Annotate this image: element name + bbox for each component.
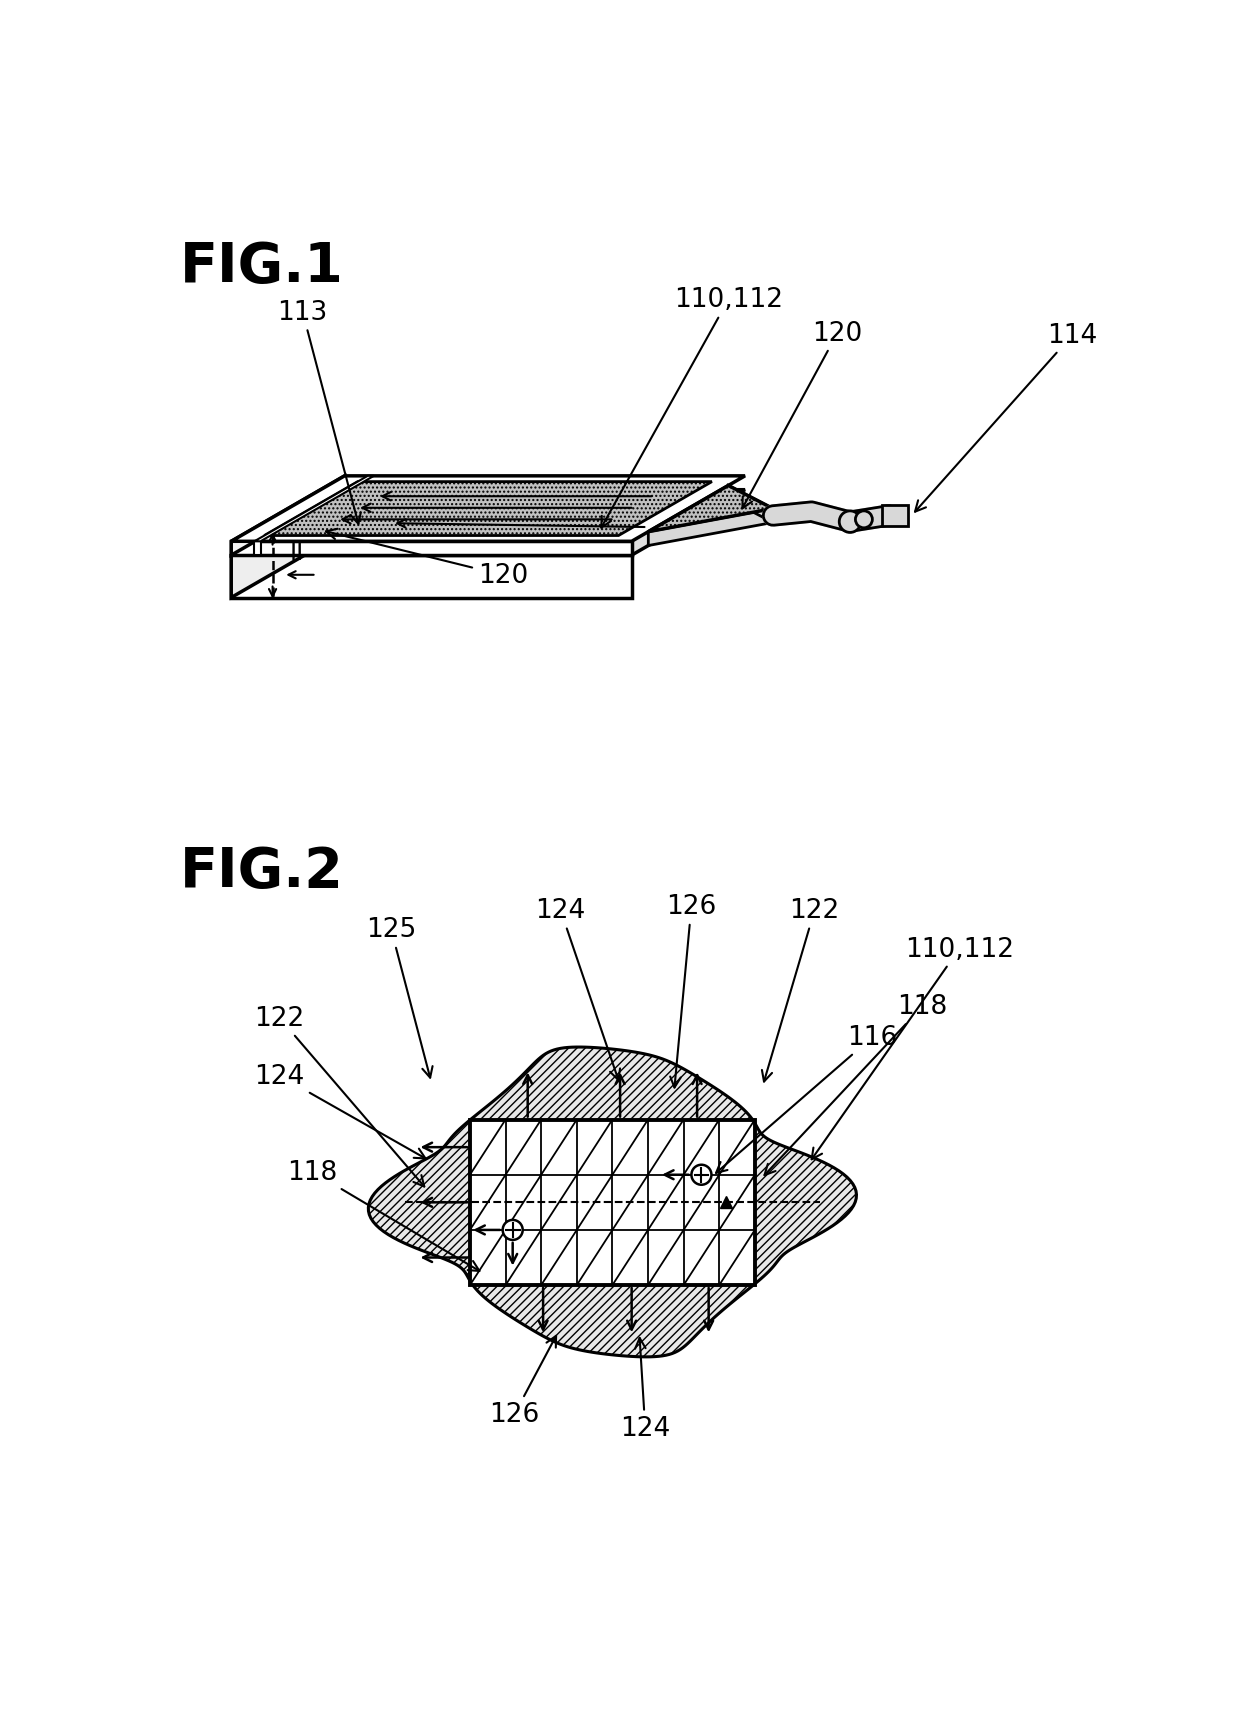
Polygon shape <box>649 509 773 547</box>
Text: II: II <box>289 542 304 566</box>
Polygon shape <box>728 487 773 523</box>
Text: 110,112: 110,112 <box>601 288 782 528</box>
Circle shape <box>692 1166 712 1184</box>
Text: 122: 122 <box>761 898 839 1082</box>
Text: FIG.1: FIG.1 <box>180 240 343 295</box>
Polygon shape <box>649 487 773 533</box>
Text: 124: 124 <box>254 1063 425 1159</box>
Text: 125: 125 <box>366 917 433 1078</box>
Text: 120: 120 <box>743 321 863 509</box>
Text: 118: 118 <box>765 994 947 1176</box>
Polygon shape <box>254 476 374 542</box>
Polygon shape <box>231 490 345 598</box>
Circle shape <box>856 511 873 528</box>
Polygon shape <box>368 1047 857 1357</box>
Polygon shape <box>231 476 745 542</box>
Polygon shape <box>254 542 260 555</box>
Polygon shape <box>883 506 908 526</box>
Text: 126: 126 <box>490 1335 556 1428</box>
Circle shape <box>502 1220 523 1241</box>
Text: 126: 126 <box>666 893 717 1088</box>
Text: 124: 124 <box>620 1339 671 1441</box>
Bar <box>470 1119 755 1286</box>
Polygon shape <box>264 482 712 536</box>
Text: 118: 118 <box>288 1159 480 1272</box>
Text: 113: 113 <box>278 300 361 524</box>
Circle shape <box>839 511 861 533</box>
Polygon shape <box>231 542 631 555</box>
Text: 116: 116 <box>715 1025 898 1174</box>
Text: 120: 120 <box>326 530 528 588</box>
Text: 122: 122 <box>254 1006 424 1186</box>
Polygon shape <box>231 476 345 555</box>
Text: FIG.2: FIG.2 <box>180 845 343 898</box>
Polygon shape <box>231 490 745 555</box>
Text: 114: 114 <box>915 322 1097 512</box>
Polygon shape <box>231 555 631 598</box>
Text: 124: 124 <box>536 898 620 1080</box>
Text: 110,112: 110,112 <box>812 936 1014 1160</box>
